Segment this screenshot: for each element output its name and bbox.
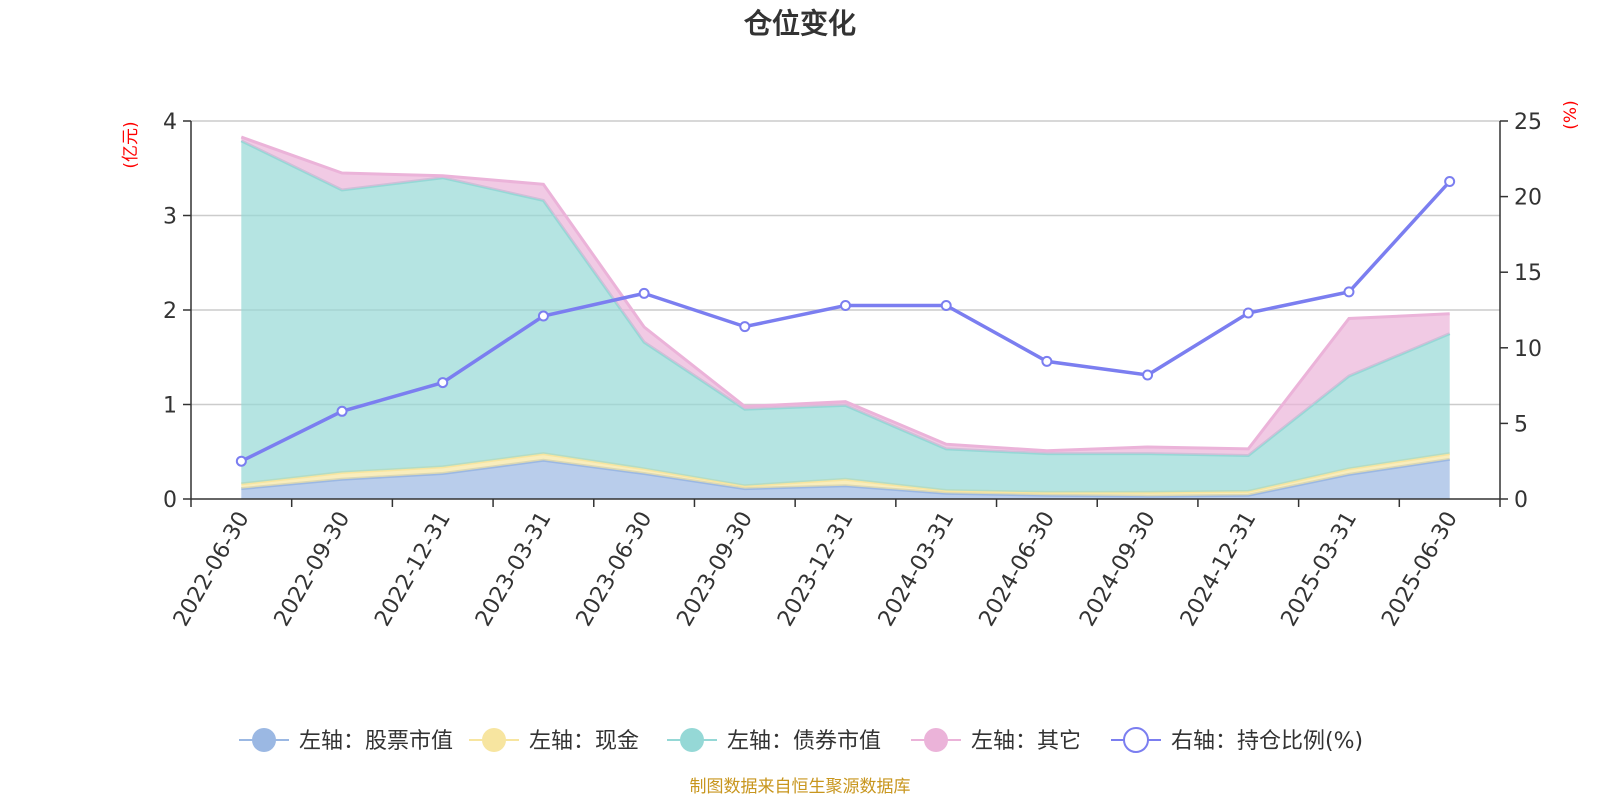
x-axis-tick-label: 2025-06-30 — [1377, 508, 1463, 631]
x-axis-tick-label: 2022-12-31 — [370, 508, 456, 631]
right-axis-tick-label: 15 — [1514, 261, 1542, 286]
ratio-point — [638, 287, 650, 299]
legend-marker-icon — [252, 728, 276, 752]
legend-marker-icon — [1123, 727, 1149, 753]
ratio-point — [840, 299, 851, 311]
legend-marker-icon — [482, 728, 506, 752]
right-axis-tick-label: 0 — [1514, 488, 1528, 513]
x-axis-tick-label: 2025-03-31 — [1277, 508, 1363, 631]
data-source-note: 制图数据来自恒生聚源数据库 — [690, 777, 911, 797]
legend-label: 右轴：持仓比例(%) — [1171, 729, 1363, 754]
left-axis-tick-label: 3 — [163, 205, 177, 230]
ratio-point — [1444, 175, 1456, 187]
chart-title: 仓位变化 — [744, 7, 856, 40]
ratio-point — [1041, 355, 1053, 367]
x-axis-tick-label: 2023-06-30 — [572, 508, 658, 631]
legend-item-2[interactable]: 左轴：债券市值 — [667, 728, 881, 754]
position-ratio-line — [235, 175, 1456, 467]
x-axis-tick-label: 2023-12-31 — [773, 508, 859, 631]
legend-label: 左轴：现金 — [529, 729, 639, 754]
x-axis-tick-label: 2024-12-31 — [1176, 508, 1262, 631]
right-axis-tick-label: 10 — [1514, 337, 1542, 362]
ratio-point — [437, 377, 449, 389]
legend-marker-icon — [924, 728, 948, 752]
legend-marker-icon — [680, 728, 704, 752]
right-axis-tick-label: 25 — [1514, 110, 1542, 135]
x-axis-tick-label: 2024-09-30 — [1075, 508, 1161, 631]
x-axis-tick-label: 2024-06-30 — [975, 508, 1061, 631]
area-edge-左轴：其它 — [240, 135, 1450, 453]
ratio-point — [739, 321, 751, 333]
legend-item-1[interactable]: 左轴：现金 — [469, 728, 639, 754]
x-axis-tick-label: 2024-03-31 — [874, 508, 960, 631]
ratio-point — [1142, 369, 1154, 381]
x-axis-tick-label: 2022-06-30 — [169, 508, 255, 631]
ratio-point — [940, 299, 952, 311]
left-axis-tick-label: 1 — [163, 394, 177, 419]
ratio-point — [1242, 307, 1254, 319]
left-axis-unit: (亿元) — [121, 121, 141, 168]
ratio-point — [235, 455, 247, 467]
x-axis-tick-label: 2023-09-30 — [672, 508, 758, 631]
legend-label: 左轴：债券市值 — [727, 729, 881, 754]
legend-item-4[interactable]: 右轴：持仓比例(%) — [1111, 727, 1363, 754]
left-axis-tick-label: 4 — [163, 110, 177, 135]
x-axis-tick-label: 2022-09-30 — [270, 508, 356, 631]
ratio-point — [537, 310, 549, 322]
stacked-areas — [240, 135, 1451, 499]
right-axis-tick-label: 5 — [1514, 412, 1528, 437]
legend-label: 左轴：其它 — [971, 729, 1081, 754]
legend-label: 左轴：股票市值 — [299, 729, 453, 754]
legend-item-3[interactable]: 左轴：其它 — [911, 728, 1081, 754]
right-axis-tick-label: 20 — [1514, 186, 1542, 211]
right-axis-unit: (%) — [1561, 100, 1581, 129]
legend-item-0[interactable]: 左轴：股票市值 — [239, 728, 453, 754]
area-左轴：股票市值 — [241, 459, 1450, 499]
area-左轴：债券市值 — [241, 140, 1450, 493]
ratio-point — [1343, 286, 1355, 298]
legend[interactable]: 左轴：股票市值 左轴：现金 左轴：债券市值 左轴：其它 右轴：持仓比例(%) — [239, 727, 1363, 754]
x-axis-tick-label: 2023-03-31 — [471, 508, 557, 631]
left-axis-tick-label: 2 — [163, 299, 177, 324]
left-axis-tick-label: 0 — [163, 488, 177, 513]
ratio-point — [336, 405, 348, 417]
